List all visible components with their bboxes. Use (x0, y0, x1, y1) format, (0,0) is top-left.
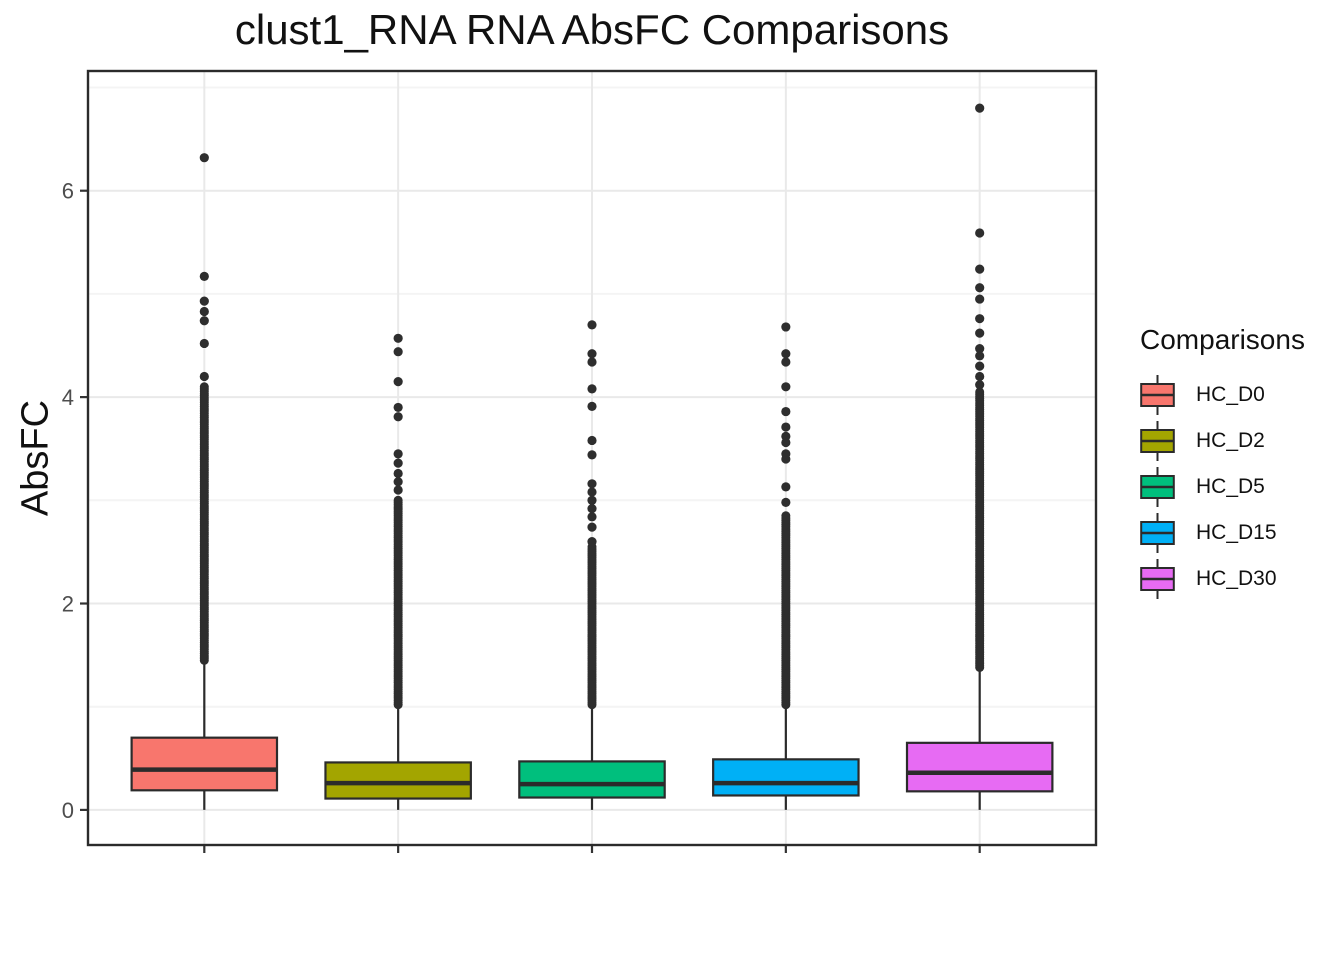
outlier-dot-HC_D30 (975, 351, 985, 361)
outlier-dot-HC_D2 (393, 468, 403, 479)
legend-label: HC_D30 (1196, 567, 1277, 590)
legend-label: HC_D5 (1196, 475, 1265, 498)
legend-label: HC_D15 (1196, 521, 1277, 544)
outlier-dot-HC_D5 (587, 401, 597, 411)
outlier-dot-HC_D2 (393, 377, 403, 387)
outlier-dot-HC_D15 (781, 382, 791, 392)
outlier-dot-HC_D0 (199, 271, 209, 281)
outlier-dot-HC_D0 (199, 316, 209, 326)
outlier-dot-HC_D30 (975, 328, 985, 338)
outlier-dot-HC_D2 (393, 477, 403, 487)
y-tick-label-2: 2 (62, 592, 74, 617)
outlier-dot-HC_D5 (587, 522, 597, 532)
panel-border (86, 69, 1098, 847)
outlier-dot-HC_D30 (975, 294, 985, 304)
outlier-dot-HC_D5 (587, 487, 597, 497)
outlier-dot-HC_D30 (975, 283, 985, 293)
outlier-dot-HC_D15 (781, 357, 791, 367)
legend-item-HC_D15: HC_D15 (1140, 510, 1305, 556)
legend-items: HC_D0 HC_D2 HC_D5 HC_D15 HC_D30 (1140, 372, 1305, 602)
outlier-dot-HC_D2 (393, 402, 403, 413)
outlier-dot-HC_D5 (587, 357, 597, 367)
outlier-dot-HC_D0 (199, 371, 209, 382)
legend-key-boxplot-icon (1140, 375, 1175, 415)
outlier-dot-HC_D5 (587, 450, 597, 460)
outlier-dot-HC_D30 (975, 314, 985, 324)
legend-label: HC_D2 (1196, 429, 1265, 452)
outlier-dot-HC_D2 (393, 333, 403, 343)
outlier-dot-HC_D2 (393, 449, 403, 459)
outlier-dot-dense-HC_D30 (975, 387, 985, 397)
legend-key-boxplot-icon (1140, 421, 1175, 461)
outlier-dot-HC_D15 (781, 449, 791, 459)
y-tick-label-6: 6 (62, 179, 74, 204)
outlier-dot-HC_D30 (975, 344, 985, 354)
outlier-dot-HC_D30 (975, 371, 985, 382)
outlier-dot-HC_D15 (781, 406, 791, 417)
outlier-dot-HC_D15 (781, 322, 791, 332)
legend-item-HC_D5: HC_D5 (1140, 464, 1305, 510)
outlier-dot-HC_D15 (781, 349, 791, 359)
outlier-dot-HC_D0 (199, 296, 209, 306)
outlier-dot-HC_D5 (587, 495, 597, 505)
outlier-dot-HC_D30 (975, 264, 985, 274)
outlier-dot-HC_D0 (199, 338, 209, 349)
legend-title: Comparisons (1140, 324, 1305, 355)
outlier-dot-HC_D5 (587, 320, 597, 330)
outlier-dot-HC_D2 (393, 412, 403, 422)
boxplot-HC_D2-box (324, 761, 472, 800)
legend-key-boxplot-icon (1140, 559, 1175, 599)
outlier-dot-HC_D30 (975, 228, 985, 238)
chart-title: clust1_RNA RNA AbsFC Comparisons (234, 6, 950, 53)
outlier-dot-dense-HC_D15 (781, 511, 791, 521)
legend-item-HC_D2: HC_D2 (1140, 418, 1305, 464)
outlier-dot-HC_D15 (781, 497, 791, 507)
outlier-dot-HC_D2 (393, 458, 403, 468)
y-tick-label-0: 0 (62, 798, 74, 823)
outlier-dot-HC_D30 (975, 103, 985, 113)
outlier-dot-HC_D5 (587, 479, 597, 489)
outlier-dot-dense-HC_D0 (199, 382, 209, 392)
outlier-dot-HC_D5 (587, 435, 597, 446)
outlier-dot-HC_D0 (199, 306, 209, 317)
outlier-dot-HC_D15 (781, 422, 791, 432)
boxplot-HC_D15-box (712, 758, 860, 797)
legend: Comparisons HC_D0 HC_D2 HC_D5 HC_D15 HC_D30 (1140, 324, 1305, 602)
outlier-dot-HC_D5 (587, 503, 597, 514)
outlier-dot-HC_D2 (393, 347, 403, 357)
outlier-dot-dense-HC_D2 (393, 495, 403, 505)
legend-key-boxplot-icon (1140, 513, 1175, 553)
outlier-dot-HC_D30 (975, 361, 985, 371)
boxplot-HC_D5-box (518, 760, 666, 799)
legend-label: HC_D0 (1196, 383, 1265, 406)
legend-item-HC_D0: HC_D0 (1140, 372, 1305, 418)
legend-item-HC_D30: HC_D30 (1140, 556, 1305, 602)
legend-key-boxplot-icon (1140, 467, 1175, 507)
outlier-dot-HC_D5 (587, 536, 597, 547)
y-tick-label-4: 4 (62, 385, 74, 410)
outlier-dot-HC_D2 (393, 485, 403, 495)
outlier-dot-HC_D5 (587, 349, 597, 359)
outlier-dot-HC_D5 (587, 512, 597, 522)
outlier-dot-HC_D5 (587, 384, 597, 394)
outlier-dot-HC_D15 (781, 431, 791, 441)
outlier-dot-HC_D15 (781, 482, 791, 492)
boxplot-HC_D30-box (905, 741, 1054, 793)
boxplot-HC_D0-box (130, 736, 279, 792)
outlier-dot-HC_D0 (199, 153, 209, 163)
outlier-dot-HC_D30 (975, 380, 985, 390)
